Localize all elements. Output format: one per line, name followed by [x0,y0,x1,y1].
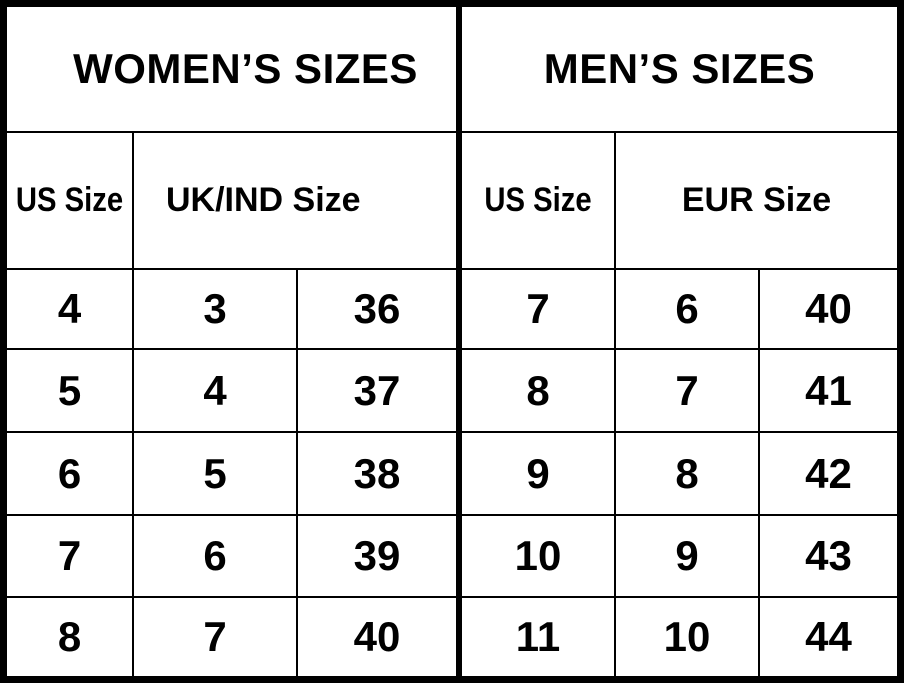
men-extra-value: 41 [805,366,852,414]
women-uk-ind-size-header: UK/IND Size [166,181,361,219]
men-eur-size-header: EUR Size [681,181,832,219]
women-us-value: 7 [57,532,82,579]
women-extra-value: 36 [353,285,401,332]
women-extra-value: 40 [353,613,401,660]
women-uk-value: 7 [203,613,227,660]
women-extra-value: 38 [353,449,401,497]
men-col-divider-1 [614,133,616,676]
women-col-divider-1 [132,133,134,676]
men-us-size-header: US Size [484,181,592,219]
men-col-divider-2 [758,270,760,676]
women-us-value: 8 [57,613,82,660]
men-eur-value: 8 [675,449,699,497]
men-eur-value: 9 [675,532,699,579]
row-divider-1 [7,348,897,350]
row-divider-2 [7,431,897,433]
men-us-value: 11 [515,613,561,660]
women-uk-value: 3 [203,285,227,332]
women-us-value: 6 [57,449,82,497]
women-col-divider-2 [296,270,298,676]
men-extra-value: 42 [805,449,852,497]
women-extra-value: 39 [353,532,401,579]
women-uk-value: 4 [203,366,227,414]
row-divider-3 [7,514,897,516]
women-sizes-title: WOMEN’S SIZES [73,45,418,92]
men-eur-value: 10 [663,613,711,660]
men-extra-value: 44 [805,613,852,660]
men-us-value: 8 [526,366,550,414]
men-eur-value: 6 [675,285,699,332]
men-us-value: 9 [526,449,550,497]
men-extra-value: 40 [805,285,852,332]
header-divider [7,131,897,133]
men-us-value: 10 [514,532,562,579]
row-divider-4 [7,596,897,598]
women-uk-value: 6 [203,532,227,579]
women-us-value: 5 [57,366,82,414]
men-us-value: 7 [526,285,550,332]
colhead-divider [7,268,897,270]
section-divider [456,7,462,676]
women-us-value: 4 [57,285,82,332]
women-uk-value: 5 [203,449,227,497]
men-sizes-title: MEN’S SIZES [543,45,816,92]
women-us-size-header: US Size [15,181,124,219]
men-eur-value: 7 [675,366,699,414]
men-extra-value: 43 [805,532,852,579]
women-extra-value: 37 [353,366,401,414]
